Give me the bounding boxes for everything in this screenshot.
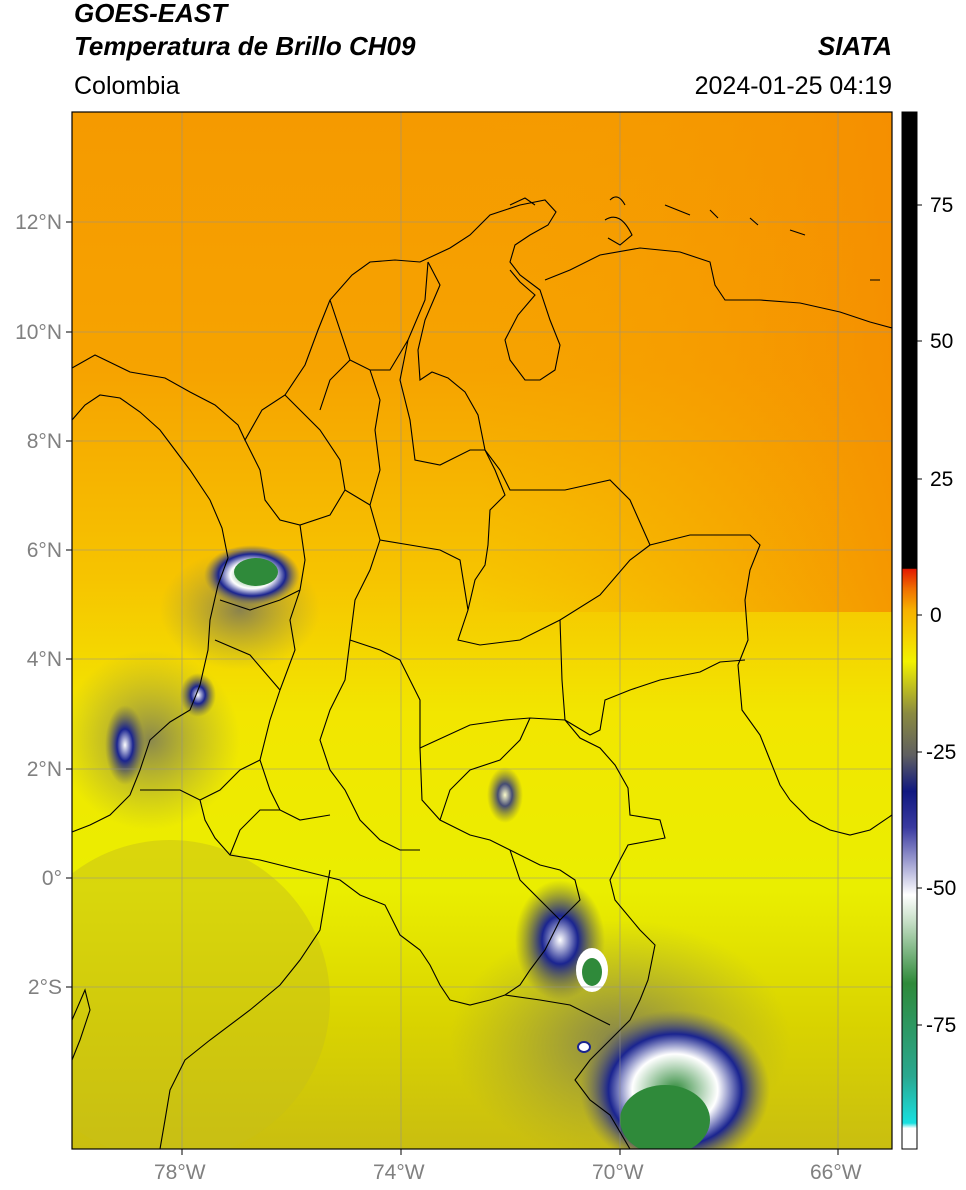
agency-label: SIATA: [817, 31, 892, 61]
cloud-cell: [180, 673, 216, 717]
datetime-label: 2024-01-25 04:19: [694, 72, 892, 100]
map-area: [72, 112, 892, 1149]
colorbar-tick-label: 25: [930, 468, 954, 491]
colorbar: [901, 111, 922, 1150]
cloud-cell: [487, 767, 523, 823]
product-title: Temperatura de Brillo CH09: [74, 31, 416, 61]
lon-label: 70°W: [592, 1161, 644, 1184]
lat-label: 0°: [41, 867, 62, 890]
axis-ticks: [66, 221, 839, 1155]
colorbar-tick-label: -50: [926, 877, 957, 900]
colorbar-tick-label: -75: [926, 1014, 957, 1037]
cloud-cell: [105, 705, 145, 785]
coastlines: [72, 196, 892, 1061]
lon-label: 66°W: [810, 1161, 862, 1184]
boundaries: [140, 261, 791, 1149]
region-label: Colombia: [74, 72, 180, 100]
lat-label: 2°N: [26, 758, 62, 781]
lat-label: 8°N: [26, 430, 62, 453]
graticule: [72, 112, 892, 1149]
colorbar-tick-label: -25: [926, 741, 957, 764]
lat-label: 6°N: [26, 539, 62, 562]
lat-label: 12°N: [15, 211, 62, 234]
map-frame: [71, 111, 893, 1150]
colorbar-gradient: [902, 112, 917, 1149]
colorbar-tick-label: 75: [930, 194, 954, 217]
satellite-title: GOES-EAST: [74, 0, 228, 28]
lat-label: 2°S: [27, 976, 62, 999]
lon-label: 74°W: [373, 1161, 425, 1184]
colorbar-tick-label: 50: [930, 330, 954, 353]
lat-label: 4°N: [26, 648, 62, 671]
colorbar-tick-label: 0: [930, 604, 942, 627]
lat-label: 10°N: [15, 321, 62, 344]
lon-label: 78°W: [154, 1161, 206, 1184]
